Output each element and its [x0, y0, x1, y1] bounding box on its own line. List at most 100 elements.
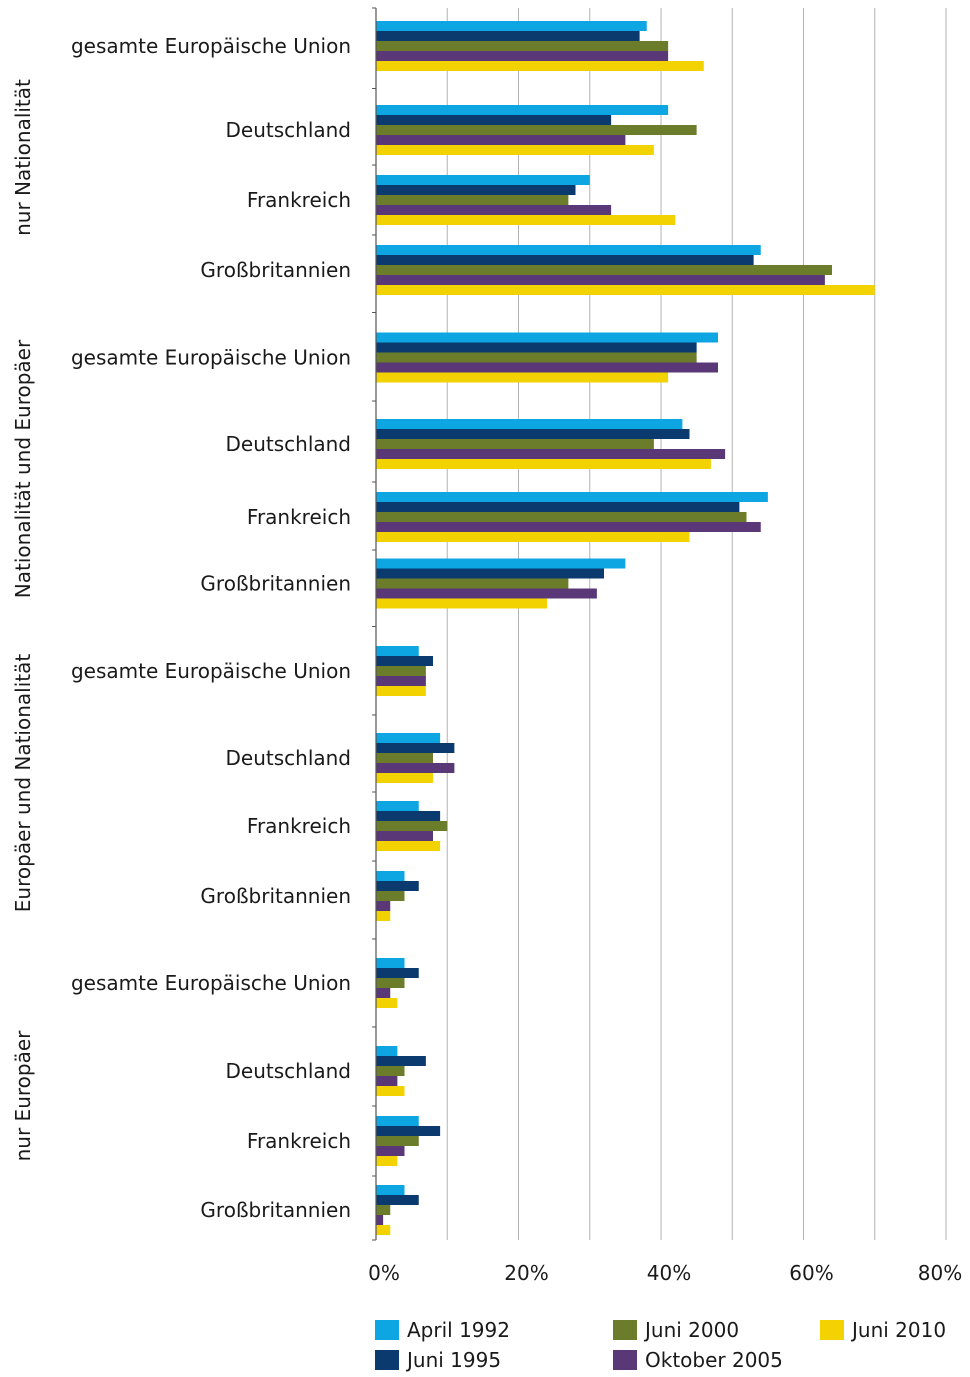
bar — [376, 831, 433, 841]
category-label: Deutschland — [226, 432, 352, 456]
group-label: Europäer und Nationalität — [11, 654, 35, 913]
bar — [376, 439, 654, 449]
x-axis-ticks: 0% 20% 40% 60% 80% — [368, 1261, 962, 1285]
bar — [376, 1146, 405, 1156]
bar — [376, 1136, 419, 1146]
bar — [376, 958, 405, 968]
category-label: Deutschland — [226, 1059, 352, 1083]
bar — [376, 332, 718, 343]
bar — [376, 881, 419, 891]
bar — [376, 558, 626, 569]
category-label: Deutschland — [226, 118, 352, 142]
bar — [376, 21, 647, 31]
bar — [376, 1156, 398, 1166]
category-label: gesamte Europäische Union — [71, 659, 351, 683]
category-label: Großbritannien — [200, 884, 351, 908]
category-label: Frankreich — [247, 814, 351, 838]
bar — [376, 512, 747, 522]
bar — [376, 578, 569, 589]
category-label: Großbritannien — [200, 1198, 351, 1222]
legend-label: Oktober 2005 — [645, 1348, 783, 1372]
bar — [376, 502, 740, 512]
bar — [376, 911, 391, 921]
bar — [376, 372, 669, 383]
bar — [376, 811, 441, 821]
bar — [376, 1116, 419, 1126]
bar — [376, 51, 669, 61]
bar — [376, 1225, 391, 1235]
legend-swatch — [375, 1350, 399, 1370]
bar — [376, 588, 597, 599]
bar — [376, 801, 419, 811]
bar — [376, 1215, 384, 1225]
bar — [376, 773, 433, 783]
bar — [376, 1046, 398, 1056]
legend-swatch — [820, 1320, 844, 1340]
bar — [376, 901, 391, 911]
legend-label: Juni 2000 — [643, 1318, 739, 1342]
bar — [376, 522, 761, 532]
x-tick-label: 20% — [504, 1261, 548, 1285]
bar — [376, 1205, 391, 1215]
bar — [376, 31, 640, 41]
bar — [376, 1086, 405, 1096]
bar — [376, 646, 419, 656]
legend-swatch — [375, 1320, 399, 1340]
x-tick-label: 0% — [368, 1261, 400, 1285]
legend-swatch — [613, 1350, 637, 1370]
bar — [376, 115, 612, 125]
bar — [376, 459, 711, 469]
bar — [376, 419, 683, 429]
bar — [376, 61, 704, 71]
bar — [376, 666, 426, 676]
bar — [376, 676, 426, 686]
bar — [376, 733, 441, 743]
category-label: gesamte Europäische Union — [71, 346, 351, 370]
group-label: Nationalität und Europäer — [11, 339, 35, 598]
bar — [376, 1076, 398, 1086]
bar — [376, 449, 726, 459]
group-label: nur Europäer — [11, 1030, 35, 1162]
bar — [376, 175, 590, 185]
bar — [376, 105, 669, 115]
bar — [376, 195, 569, 205]
bar — [376, 352, 697, 363]
legend-swatch — [613, 1320, 637, 1340]
bar — [376, 532, 690, 542]
bar — [376, 1195, 419, 1205]
bar — [376, 1126, 441, 1136]
bar — [376, 362, 718, 373]
category-label: Deutschland — [226, 746, 352, 770]
bar — [376, 891, 405, 901]
bar — [376, 255, 754, 265]
bar — [376, 1185, 405, 1195]
bar — [376, 598, 547, 609]
bars — [376, 21, 875, 1235]
bar — [376, 205, 612, 215]
category-label: Großbritannien — [200, 258, 351, 282]
bar — [376, 145, 654, 155]
group-labels: nur Nationalität Nationalität und Europäe… — [11, 79, 35, 1161]
bar — [376, 185, 576, 195]
category-label: Frankreich — [247, 188, 351, 212]
bar — [376, 743, 455, 753]
bar — [376, 342, 697, 353]
category-label: gesamte Europäische Union — [71, 34, 351, 58]
bar — [376, 998, 398, 1008]
bar — [376, 1056, 426, 1066]
bar — [376, 686, 426, 696]
bar — [376, 215, 676, 225]
bar — [376, 429, 690, 439]
category-labels: gesamte Europäische Union Deutschland Fran… — [71, 34, 351, 1222]
bar — [376, 568, 604, 579]
legend-label: Juni 1995 — [405, 1348, 501, 1372]
category-label: Frankreich — [247, 505, 351, 529]
bar — [376, 265, 832, 275]
bar — [376, 871, 405, 881]
bar — [376, 988, 391, 998]
y-axis — [372, 7, 377, 1241]
category-label: Großbritannien — [200, 572, 351, 596]
bar — [376, 135, 626, 145]
bar — [376, 968, 419, 978]
